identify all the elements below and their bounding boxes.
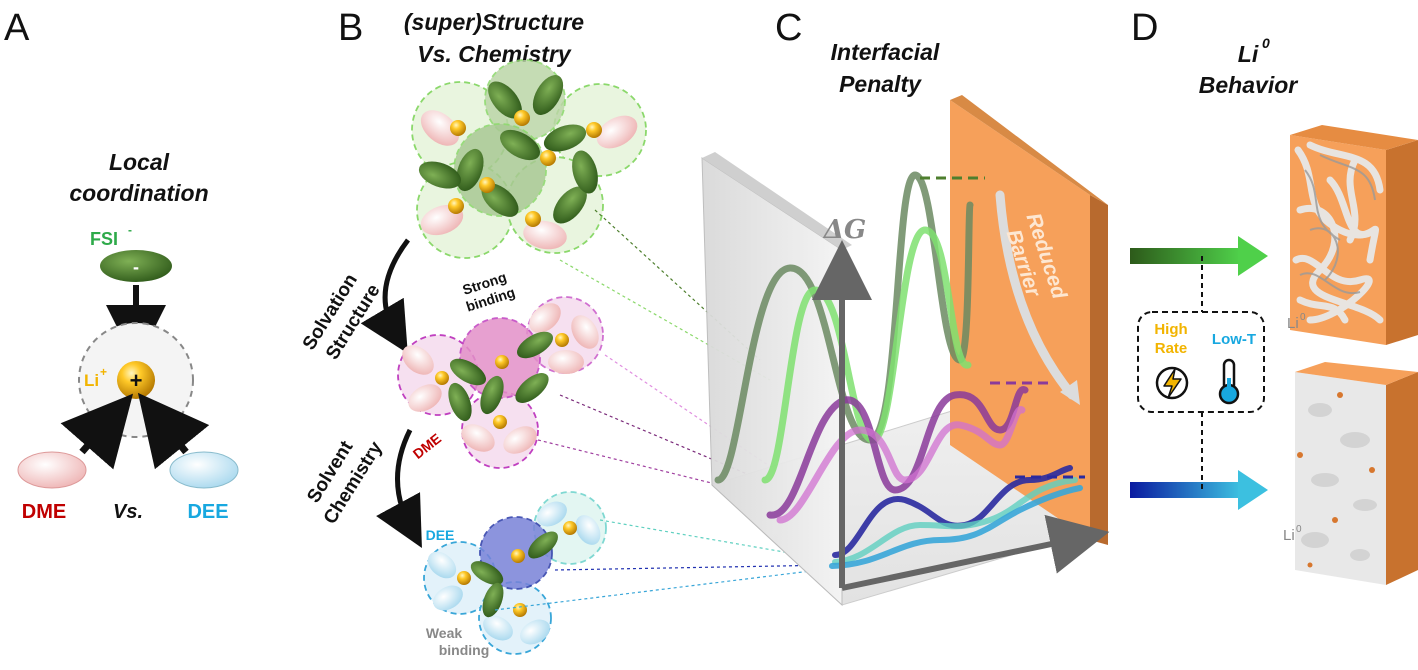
panel-a-letter: A	[4, 7, 30, 49]
dme-tag: DME	[410, 430, 444, 462]
li-dense-block	[1295, 362, 1418, 585]
dee-tag: DEE	[426, 527, 455, 543]
x-axis	[841, 514, 1110, 591]
fsi-path-arrow-body	[1130, 248, 1240, 264]
li-dendritic-block	[1290, 125, 1418, 345]
dee-path-arrow-head	[1238, 470, 1268, 510]
panel-c-title-line2: Penalty	[839, 71, 922, 97]
curve-dme-light	[776, 406, 1026, 524]
dee-arrow	[137, 392, 210, 470]
weak-binding-line1: Weak	[426, 625, 463, 641]
curve-dee-teal	[832, 477, 1078, 565]
dme-molecule	[17, 451, 87, 489]
panel-c-letter: C	[775, 7, 802, 49]
panel-d-letter: D	[1131, 7, 1158, 49]
panel-d-title-line1: Li	[1238, 41, 1259, 67]
panel-d-title-sup: 0	[1262, 35, 1270, 51]
panel-c-title-line1: Interfacial	[831, 39, 940, 65]
panel-c: C Interfacial Penalty ΔG	[701, 7, 1110, 607]
energy-curves	[714, 171, 1083, 569]
lightning-icon	[1155, 366, 1189, 400]
panel-b-title-line1: (super)Structure	[404, 9, 584, 35]
li0-bot-sup: 0	[1296, 524, 1302, 535]
low-t-label: Low-T	[1212, 331, 1256, 348]
orange-wall	[950, 100, 1090, 540]
li0-top-label: Li	[1287, 315, 1299, 332]
fsi-anion-ellipse	[100, 250, 172, 282]
fsi-path-arrow-head	[1238, 236, 1268, 276]
chemistry-arrow	[376, 428, 422, 548]
dme-arrow	[60, 393, 134, 470]
thermometer-icon	[1218, 358, 1240, 405]
high-rate-line2: Rate	[1155, 340, 1188, 357]
weak-binding-line2: binding	[439, 642, 490, 658]
cluster-fsi-rich	[411, 59, 647, 259]
curve-dee-light	[829, 485, 1083, 569]
panel-d-title-line2: Behavior	[1199, 72, 1298, 98]
li-ion-sphere	[117, 361, 155, 399]
panel-b-title-line2: Vs. Chemistry	[417, 41, 572, 67]
cluster-dme	[397, 296, 604, 469]
delta-g-label: ΔG	[822, 215, 866, 245]
panel-a-title-line2: coordination	[69, 180, 208, 206]
panel-a: A Local coordination FSI - - + Li + DME …	[4, 7, 239, 523]
li-sign: +	[130, 368, 143, 393]
panel-b: B (super)Structure Vs. Chemistry	[299, 7, 836, 658]
fsi-label: FSI	[90, 229, 118, 249]
panel-a-title-line1: Local	[109, 149, 170, 175]
high-rate-line1: High	[1154, 321, 1187, 338]
cluster-dee	[423, 491, 607, 655]
li-label: Li	[84, 371, 99, 390]
reduced-barrier-arrow	[995, 190, 1077, 400]
fsi-label-sup: -	[128, 223, 132, 237]
panel-d: D Li 0 Behavior High Rate Low-T	[1130, 7, 1418, 585]
dme-label: DME	[22, 501, 66, 523]
li0-bot-label: Li	[1283, 527, 1295, 544]
solvation-arrow	[360, 238, 410, 354]
panel-b-letter: B	[338, 7, 363, 49]
fsi-sign: -	[133, 257, 139, 277]
li-label-sup: +	[100, 365, 107, 379]
vs-label: Vs.	[113, 501, 143, 523]
dee-label: DEE	[187, 501, 228, 523]
li0-top-sup: 0	[1300, 312, 1306, 323]
dee-path-arrow-body	[1130, 482, 1240, 498]
dee-molecule	[169, 451, 239, 489]
